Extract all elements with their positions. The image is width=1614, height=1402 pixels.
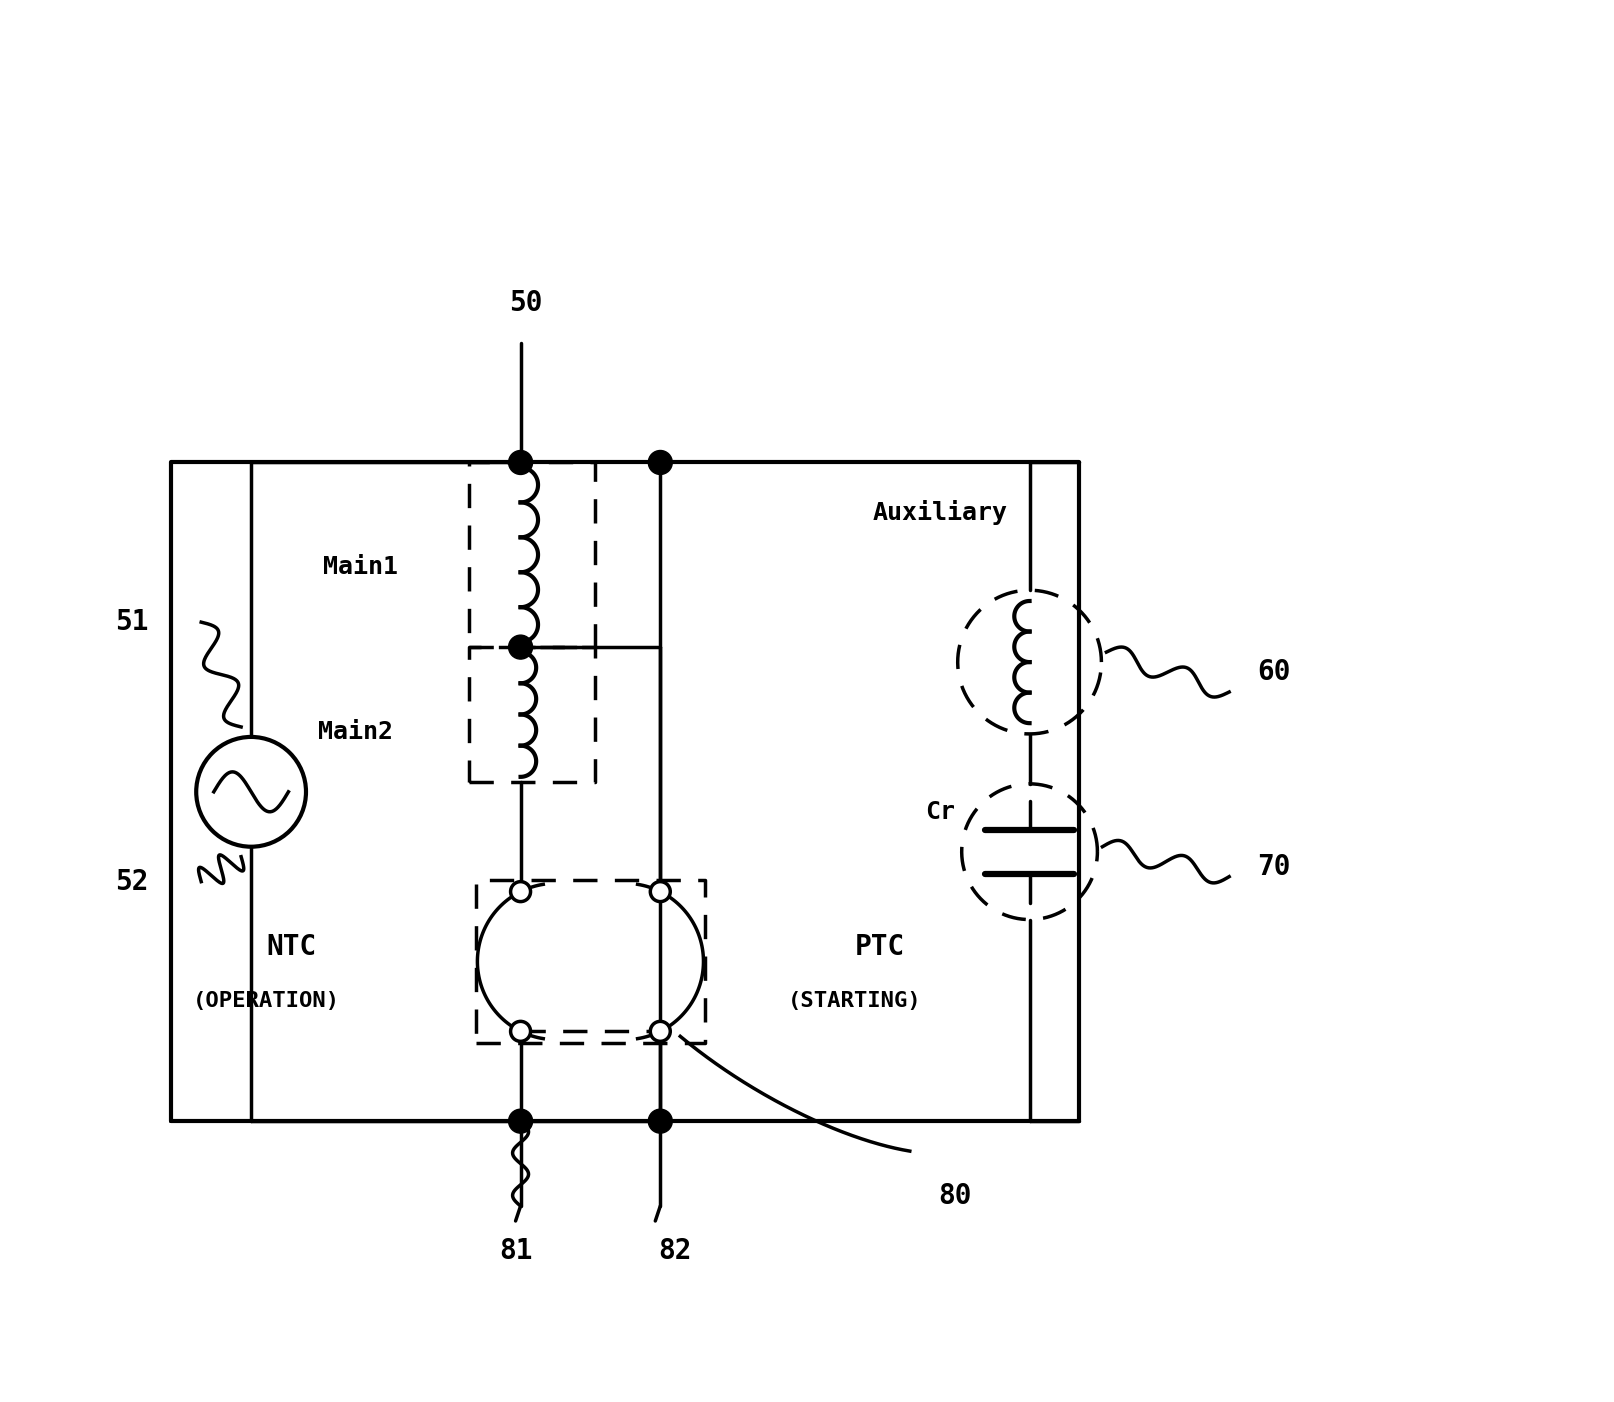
Circle shape — [647, 1109, 671, 1133]
Circle shape — [195, 737, 305, 847]
Circle shape — [650, 882, 670, 901]
Text: 70: 70 — [1257, 852, 1290, 880]
Text: Main2: Main2 — [318, 721, 394, 744]
Circle shape — [650, 1022, 670, 1042]
Circle shape — [508, 450, 533, 474]
Circle shape — [510, 882, 531, 901]
Text: 81: 81 — [499, 1237, 533, 1265]
Text: 51: 51 — [115, 608, 148, 637]
Text: NTC: NTC — [266, 932, 316, 960]
Text: PTC: PTC — [854, 932, 904, 960]
Circle shape — [510, 1022, 531, 1042]
Text: Cr: Cr — [925, 799, 954, 824]
Text: Main1: Main1 — [323, 555, 399, 579]
Text: 60: 60 — [1257, 658, 1290, 686]
Circle shape — [508, 635, 533, 659]
Text: 80: 80 — [938, 1182, 972, 1210]
Text: 52: 52 — [115, 868, 148, 896]
Circle shape — [508, 1109, 533, 1133]
Text: (OPERATION): (OPERATION) — [192, 991, 339, 1011]
Text: 50: 50 — [508, 289, 542, 317]
Text: Auxiliary: Auxiliary — [872, 501, 1007, 524]
Circle shape — [647, 450, 671, 474]
Text: (STARTING): (STARTING) — [788, 991, 922, 1011]
Text: 82: 82 — [659, 1237, 691, 1265]
